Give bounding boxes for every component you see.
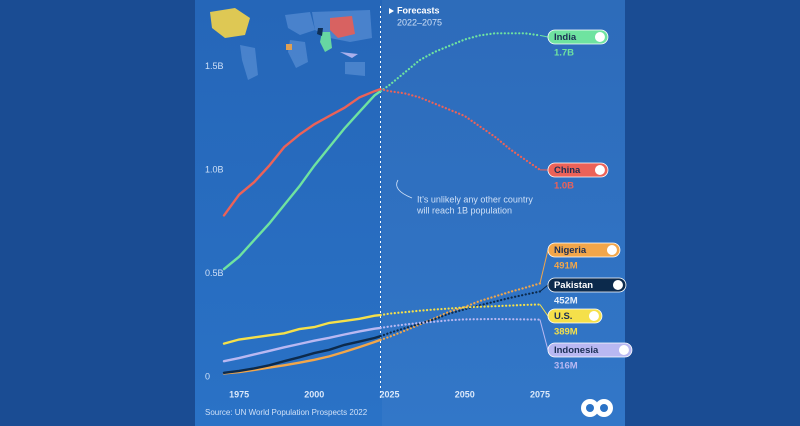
x-tick-label: 2025 — [380, 389, 400, 399]
history-line — [222, 313, 382, 345]
x-tick-label: 2050 — [455, 389, 475, 399]
y-tick-label: 1.0B — [205, 164, 224, 174]
legend-label: China — [554, 165, 581, 176]
leader — [539, 284, 549, 292]
flag — [611, 279, 624, 291]
series-label: Indonesia 316M — [547, 342, 633, 372]
leader — [539, 34, 549, 38]
y-tick-label: 0 — [205, 371, 210, 381]
flag — [593, 31, 606, 43]
annotation: It’s unlikely any other country — [417, 194, 533, 204]
leader — [539, 319, 549, 351]
legend-label: Pakistan — [554, 280, 593, 291]
y-tick-label: 0.5B — [205, 268, 224, 278]
annotation-arrow — [396, 179, 413, 199]
value-label: 491M — [554, 261, 578, 272]
history-line — [222, 90, 382, 271]
legend-pill — [547, 277, 627, 293]
legend-label: U.S. — [554, 311, 572, 322]
x-tick-label: 1975 — [229, 389, 249, 399]
value-label: 316M — [554, 361, 578, 372]
forecast-line — [379, 88, 542, 171]
history-line — [222, 326, 382, 363]
legend-label: Indonesia — [554, 345, 599, 356]
legend-label: Nigeria — [554, 245, 587, 256]
series-label: China 1.0B — [547, 162, 609, 192]
series-label: Nigeria 491M — [547, 242, 621, 272]
leader — [539, 304, 549, 317]
forecast-line — [379, 282, 542, 341]
legend-label: India — [554, 32, 577, 43]
history-line — [222, 87, 382, 217]
flag — [587, 310, 600, 322]
legend-pill — [547, 242, 621, 258]
series-label: India 1.7B — [547, 29, 609, 59]
forecast-range: 2022–2075 — [397, 17, 442, 27]
flag — [617, 344, 630, 356]
value-label: 452M — [554, 296, 578, 307]
series-label: Pakistan 452M — [547, 277, 627, 307]
legend-pill — [547, 162, 609, 178]
history-line — [222, 338, 382, 375]
map-icon — [210, 8, 372, 80]
flag — [593, 164, 606, 176]
annotation: will reach 1B population — [416, 205, 512, 215]
forecast-line — [379, 290, 542, 338]
flag — [605, 244, 618, 256]
source: Source: UN World Population Prospects 20… — [205, 408, 368, 417]
history-line — [222, 335, 382, 374]
forecast-line — [379, 32, 542, 93]
y-tick-label: 1.5B — [205, 61, 224, 71]
value-label: 389M — [554, 327, 578, 338]
x-tick-label: 2075 — [530, 389, 550, 399]
legend-pill — [547, 342, 633, 358]
x-tick-label: 2000 — [304, 389, 324, 399]
forecast-line — [379, 317, 542, 329]
forecast-label: Forecasts — [397, 5, 440, 15]
series-label: U.S. 389M — [547, 308, 603, 338]
logo — [581, 399, 613, 417]
forecast-arrow — [389, 8, 394, 14]
value-label: 1.7B — [554, 48, 574, 59]
forecast-line — [379, 303, 542, 317]
leader — [539, 249, 549, 284]
legend-pill — [547, 29, 609, 45]
legend-pill — [547, 308, 603, 324]
value-label: 1.0B — [554, 181, 574, 192]
